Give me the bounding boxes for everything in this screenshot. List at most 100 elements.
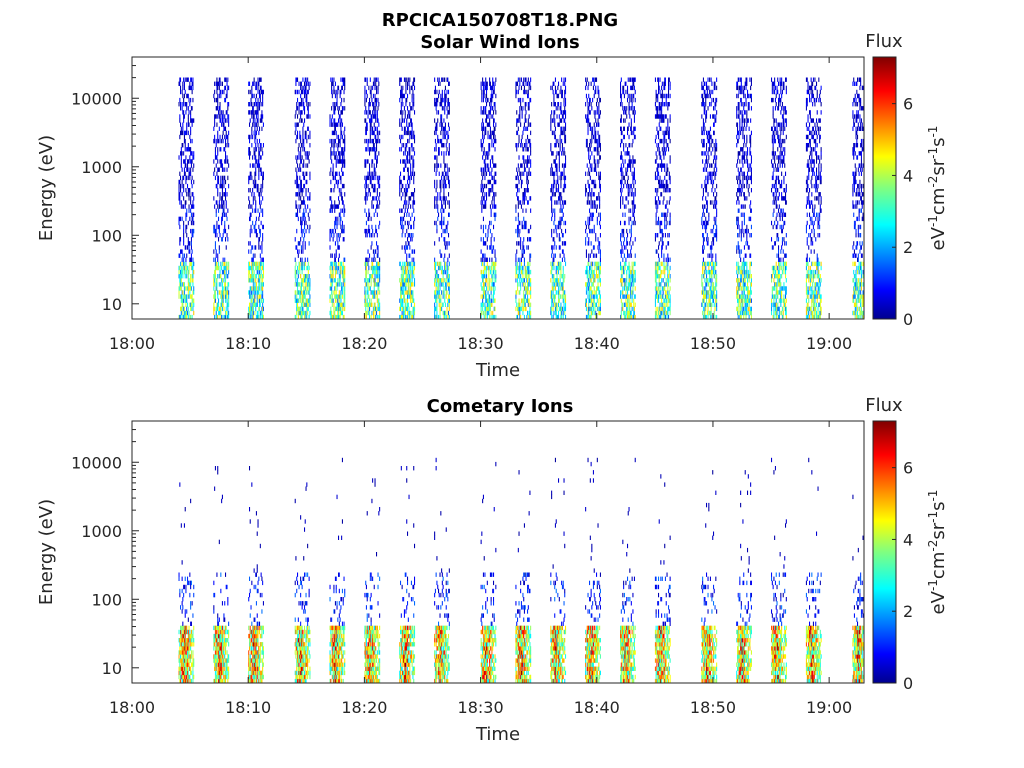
heatmap-cell	[399, 298, 401, 303]
heatmap-cell	[248, 81, 250, 86]
heatmap-cell	[589, 102, 591, 107]
heatmap-cell	[489, 228, 491, 234]
heatmap-cell	[338, 257, 340, 262]
heatmap-cell	[379, 261, 381, 267]
heatmap-cell	[344, 85, 346, 91]
heatmap-cell	[214, 114, 216, 119]
heatmap-cell	[445, 183, 447, 189]
heatmap-cell	[442, 106, 444, 111]
heatmap-cell	[445, 294, 447, 299]
heatmap-cell	[341, 77, 343, 82]
heatmap-cell	[298, 151, 300, 156]
heatmap-cell	[586, 143, 588, 148]
heatmap-cell	[219, 89, 221, 95]
heatmap-cell	[215, 163, 217, 168]
heatmap-cell	[403, 175, 405, 181]
heatmap-cell	[437, 278, 439, 283]
heatmap-cell	[434, 306, 436, 312]
heatmap-cell	[442, 269, 444, 275]
heatmap-cell	[551, 265, 553, 271]
heatmap-cell	[378, 286, 380, 291]
heatmap-cell	[181, 294, 183, 299]
heatmap-cell	[218, 274, 220, 279]
heatmap-cell	[308, 286, 310, 291]
heatmap-cell	[219, 306, 221, 312]
heatmap-cell	[249, 294, 251, 299]
heatmap-cell	[306, 93, 308, 99]
heatmap-cell	[341, 286, 343, 291]
heatmap-cell	[252, 200, 254, 205]
heatmap-cell	[486, 81, 488, 86]
heatmap-cell	[410, 237, 412, 242]
heatmap-cell	[334, 261, 336, 267]
heatmap-cell	[436, 274, 438, 279]
heatmap-cell	[217, 102, 219, 107]
heatmap-cell	[445, 290, 447, 295]
heatmap-cell	[413, 298, 415, 303]
heatmap-cell	[375, 106, 377, 111]
heatmap-cell	[339, 159, 341, 164]
heatmap-cell	[184, 143, 186, 148]
heatmap-cell	[338, 294, 340, 299]
heatmap-cell	[400, 298, 402, 303]
heatmap-cell	[223, 278, 225, 283]
heatmap-cell	[560, 302, 562, 307]
heatmap-cell	[259, 294, 261, 299]
heatmap-cell	[217, 306, 219, 312]
heatmap-cell	[364, 110, 366, 115]
heatmap-cell	[183, 265, 185, 271]
heatmap-cell	[190, 257, 192, 262]
heatmap-cell	[435, 163, 437, 168]
heatmap-cell	[448, 151, 450, 156]
heatmap-cell	[484, 130, 486, 136]
heatmap-cell	[225, 269, 227, 275]
heatmap-cell	[304, 261, 306, 267]
heatmap-cell	[588, 261, 590, 267]
heatmap-cell	[364, 290, 366, 295]
heatmap-cell	[440, 196, 442, 201]
heatmap-cell	[364, 102, 366, 107]
heatmap-cell	[178, 81, 180, 86]
heatmap-cell	[403, 294, 405, 299]
heatmap-cell	[439, 314, 441, 320]
heatmap-cell	[520, 282, 522, 287]
heatmap-cell	[402, 118, 404, 123]
heatmap-cell	[377, 286, 379, 291]
heatmap-cell	[493, 282, 495, 287]
heatmap-cell	[375, 265, 377, 271]
heatmap-cell	[491, 261, 493, 267]
heatmap-cell	[365, 310, 367, 316]
heatmap-cell	[364, 302, 366, 307]
heatmap-cell	[258, 282, 260, 287]
heatmap-cell	[225, 310, 227, 316]
heatmap-cell	[485, 118, 487, 123]
heatmap-cell	[530, 147, 532, 152]
heatmap-cell	[527, 282, 529, 287]
heatmap-cell	[329, 233, 331, 238]
heatmap-cell	[304, 110, 306, 115]
heatmap-cell	[250, 314, 252, 320]
heatmap-cell	[225, 118, 227, 123]
heatmap-cell	[218, 81, 220, 86]
heatmap-cell	[338, 204, 340, 209]
heatmap-cell	[413, 93, 415, 99]
heatmap-cell	[411, 126, 413, 131]
heatmap-cell	[589, 212, 591, 217]
heatmap-cell	[300, 314, 302, 320]
heatmap-cell	[517, 228, 519, 234]
heatmap-cell	[562, 114, 564, 119]
heatmap-cell	[593, 269, 595, 275]
heatmap-cell	[519, 314, 521, 320]
heatmap-cell	[401, 290, 403, 295]
heatmap-cell	[262, 306, 264, 312]
heatmap-cell	[252, 118, 254, 123]
heatmap-cell	[307, 106, 309, 111]
heatmap-cell	[587, 241, 589, 246]
heatmap-cell	[341, 171, 343, 176]
heatmap-cell	[527, 102, 529, 107]
heatmap-cell	[487, 155, 489, 160]
heatmap-cell	[214, 294, 216, 299]
heatmap-cell	[226, 93, 228, 99]
heatmap-cell	[491, 183, 493, 189]
heatmap-cell	[333, 130, 335, 136]
